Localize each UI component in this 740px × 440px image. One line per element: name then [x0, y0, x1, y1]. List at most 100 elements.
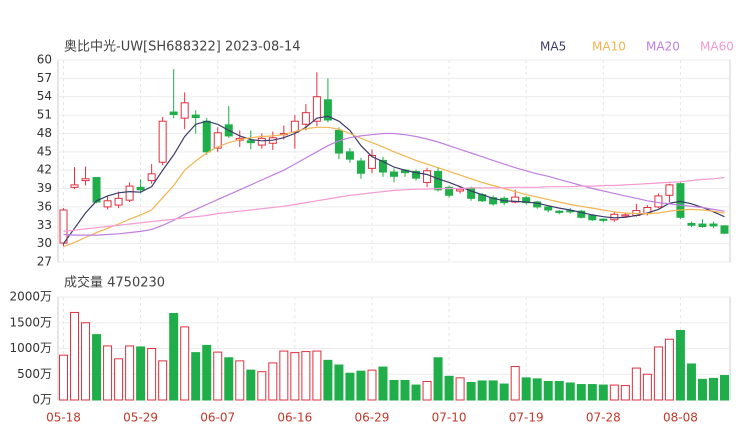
candle-body — [665, 184, 674, 196]
candle-body — [158, 120, 167, 163]
candle-body — [323, 99, 332, 121]
candle-body — [147, 173, 156, 182]
y-tick-label: 0万 — [32, 393, 52, 407]
candle-body — [610, 213, 619, 221]
legend-label: MA5 — [540, 40, 566, 54]
candle-body — [709, 223, 718, 227]
x-tick-label: 07-19 — [509, 411, 544, 425]
volume-bar — [136, 346, 146, 401]
candle-body — [59, 209, 68, 244]
volume-bar — [268, 362, 278, 401]
volume-bar — [246, 369, 256, 401]
volume-bar — [521, 377, 531, 401]
volume-bar — [180, 326, 190, 401]
candle-body — [301, 112, 310, 125]
volume-bar — [290, 352, 300, 401]
volume-bar — [477, 380, 487, 401]
candle-body — [599, 218, 608, 221]
volume-bar — [444, 375, 454, 401]
volume-bar — [488, 380, 498, 401]
volume-bar — [147, 348, 157, 401]
legend-label: MA20 — [646, 40, 680, 54]
ma-line — [63, 126, 725, 248]
volume-bar — [554, 380, 564, 401]
y-tick-label: 57 — [37, 71, 52, 85]
candle-body — [169, 111, 178, 115]
candle-body — [345, 151, 354, 160]
volume-bar — [664, 338, 674, 401]
y-tick-label: 45 — [37, 144, 52, 158]
candle-body — [81, 178, 90, 182]
candle-body — [456, 188, 465, 192]
volume-bar — [389, 379, 399, 401]
candle-body — [654, 195, 663, 208]
candle-body — [180, 102, 189, 119]
x-tick-label: 06-16 — [277, 411, 312, 425]
candle-body — [687, 222, 696, 226]
volume-bar — [466, 381, 476, 401]
y-tick-label: 36 — [37, 199, 52, 213]
volume-bar — [279, 350, 289, 401]
volume-bar — [158, 360, 168, 401]
volume-bar — [631, 367, 641, 401]
volume-bar — [213, 351, 223, 401]
volume-bar — [70, 311, 80, 401]
volume-bar — [103, 345, 113, 401]
volume-bar — [191, 352, 201, 401]
x-tick-label: 07-10 — [432, 411, 467, 425]
y-tick-label: 60 — [37, 53, 52, 67]
candle-body — [698, 223, 707, 227]
y-tick-label: 48 — [37, 126, 52, 140]
legend-label: MA60 — [700, 40, 734, 54]
candle-body — [367, 154, 376, 169]
x-tick-label: 06-29 — [355, 411, 390, 425]
volume-bar — [411, 384, 421, 401]
volume-bar — [543, 380, 553, 401]
candle-body — [555, 210, 564, 213]
volume-title: 成交量 4750230 — [64, 275, 165, 291]
volume-bar — [642, 373, 652, 401]
candle-body — [125, 185, 134, 201]
volume-bar — [114, 358, 124, 401]
y-tick-label: 1000万 — [9, 341, 52, 355]
ma-line — [63, 176, 725, 232]
volume-bar — [125, 345, 135, 401]
volume-bar — [686, 363, 696, 401]
volume-bar — [697, 378, 707, 401]
candle-body — [676, 183, 685, 218]
x-tick-label: 06-07 — [200, 411, 235, 425]
volume-bar — [422, 380, 432, 401]
candle-body — [434, 170, 443, 191]
volume-bar — [653, 346, 663, 401]
y-tick-label: 39 — [37, 181, 52, 195]
volume-bar — [169, 312, 179, 401]
volume-bar — [719, 375, 729, 401]
candle-body — [213, 132, 222, 149]
volume-bar — [257, 371, 267, 401]
candle-body — [312, 96, 321, 122]
volume-bar — [356, 370, 366, 401]
volume-bar — [334, 364, 344, 401]
x-tick-label: 07-28 — [586, 411, 621, 425]
volume-bar — [59, 354, 69, 401]
ma-line — [63, 115, 725, 244]
candle-body — [588, 214, 597, 221]
volume-bar — [301, 351, 311, 401]
candle-body — [92, 177, 101, 203]
y-tick-label: 33 — [37, 218, 52, 232]
candle-body — [621, 214, 630, 217]
volume-bar — [576, 384, 586, 401]
candle-body — [202, 120, 211, 153]
volume-bar — [532, 378, 542, 401]
volume-bar — [455, 377, 465, 401]
candle-body — [114, 197, 123, 206]
volume-bar — [92, 334, 102, 401]
legend-label: MA10 — [592, 40, 626, 54]
volume-bar — [598, 384, 608, 401]
volume-bar — [323, 359, 333, 401]
candle-body — [103, 200, 112, 208]
volume-bar — [499, 383, 509, 401]
y-tick-label: 30 — [37, 236, 52, 250]
volume-bar — [565, 382, 575, 401]
